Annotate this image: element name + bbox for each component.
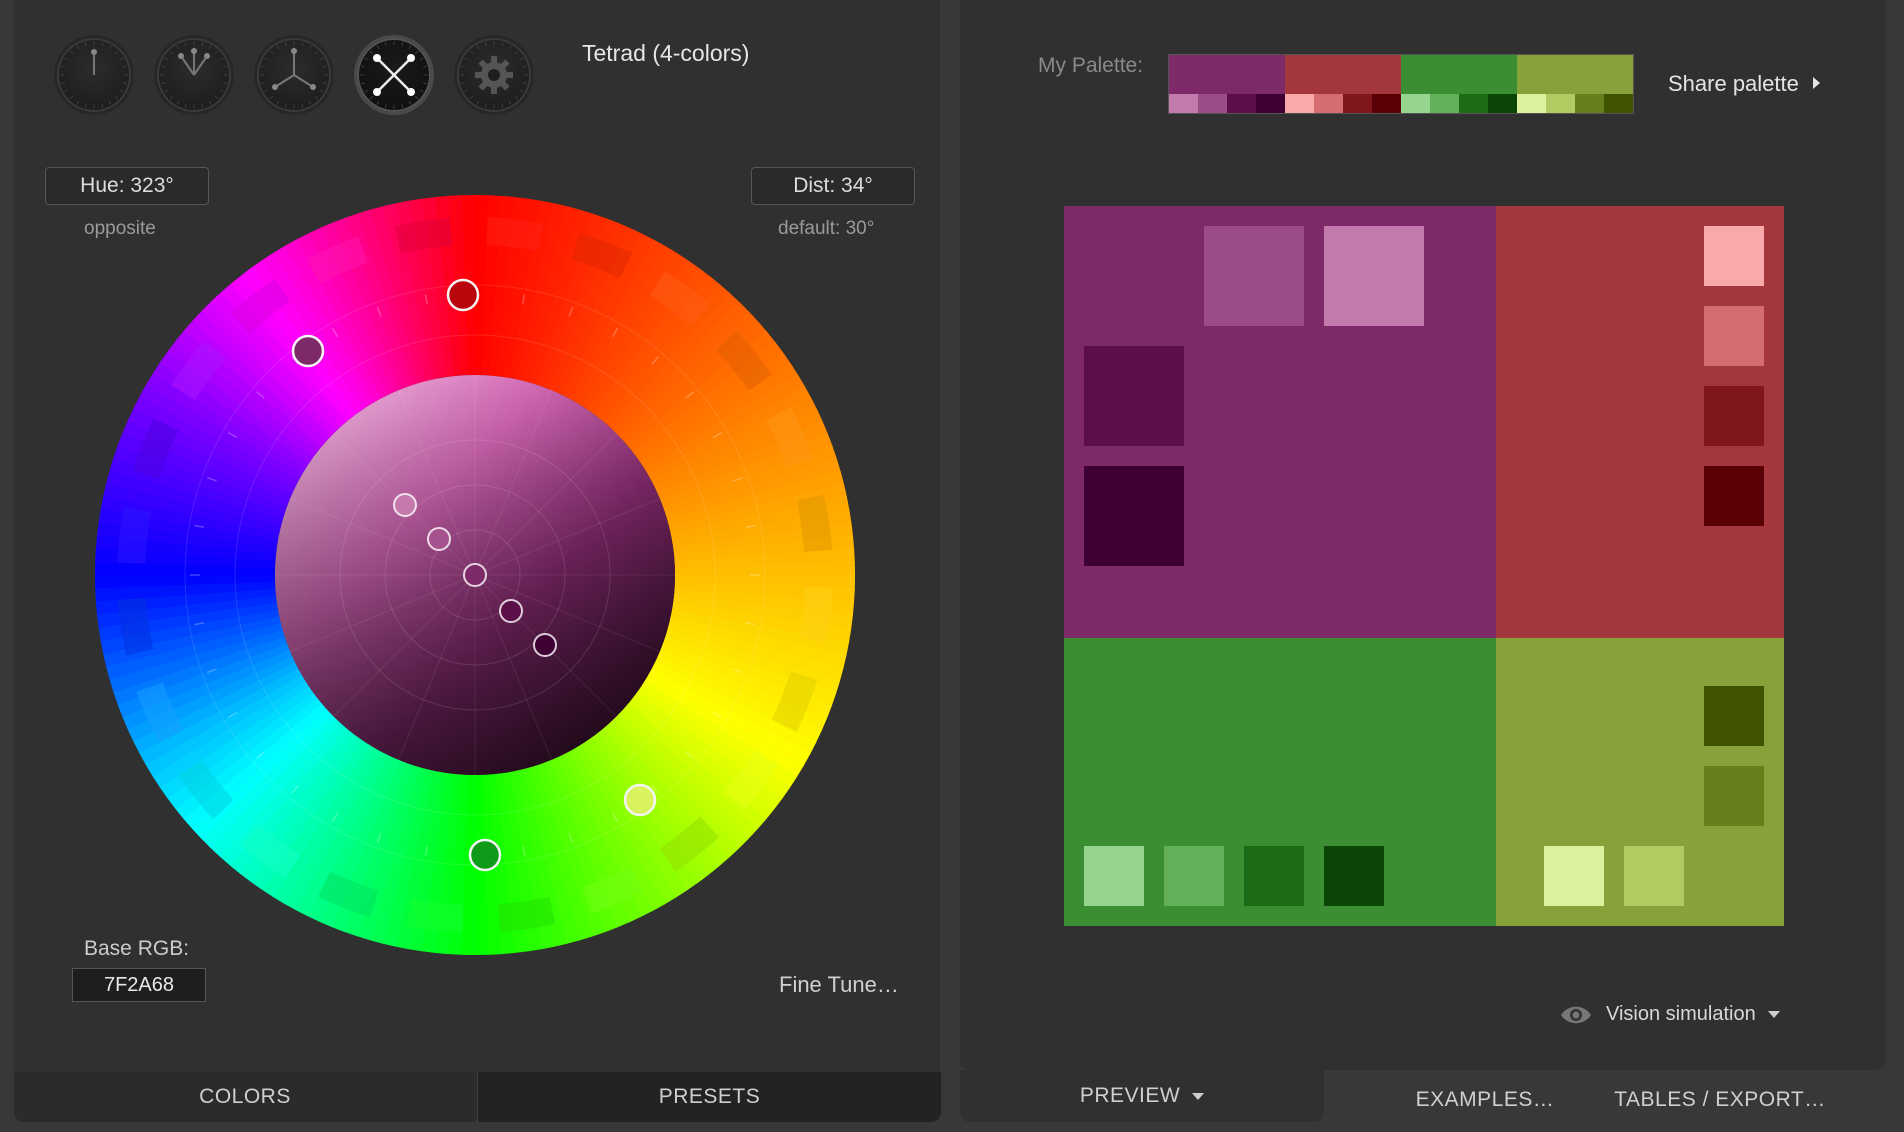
tetrad-mode-button[interactable] [357,38,431,112]
complement-icon [160,41,228,109]
tab-presets[interactable]: PRESETS [477,1072,941,1122]
preview-swatch [1704,686,1764,746]
color-wheel[interactable] [95,195,855,955]
hue-note: opposite [84,218,156,239]
palette-main-swatch[interactable] [1517,55,1633,94]
preview-swatch [1204,226,1304,326]
palette-shades [1169,94,1285,113]
preview-swatch [1084,846,1144,906]
palette-color-1[interactable] [1169,55,1285,113]
palette-shade-swatch[interactable] [1372,94,1401,113]
triad-icon [260,41,328,109]
palette-shade-swatch[interactable] [1314,94,1343,113]
palette-shades [1517,94,1633,113]
palette-shade-swatch[interactable] [1285,94,1314,113]
palette-shade-swatch[interactable] [1343,94,1372,113]
preview-swatch [1704,386,1764,446]
chevron-right-icon [1812,77,1820,89]
share-palette-label: Share palette [1668,71,1799,96]
hue-handle-red[interactable] [446,278,480,312]
hue-handle-green[interactable] [468,838,502,872]
preview-swatch [1084,346,1184,446]
palette-shade-swatch[interactable] [1227,94,1256,113]
hue-handle-base[interactable] [291,334,325,368]
base-rgb-label: Base RGB: [84,937,190,960]
tab-tables-export[interactable]: TABLES / EXPORT… [1600,1078,1840,1122]
mono-icon [60,41,128,109]
preview-swatch [1324,846,1384,906]
palette-preview [1064,206,1784,926]
scheme-title: Tetrad (4-colors) [582,40,750,66]
shade-handle-4[interactable] [533,633,557,657]
tab-presets-label: PRESETS [658,1085,761,1108]
complement-mode-button[interactable] [157,38,231,112]
dist-field[interactable]: Dist: 34° [751,167,915,205]
palette-shade-swatch[interactable] [1575,94,1604,113]
chevron-down-icon [1192,1092,1205,1100]
palette-shades [1285,94,1401,113]
hue-handle-yellowgreen[interactable] [623,783,657,817]
shade-handle-1[interactable] [393,493,417,517]
eye-icon [1561,1006,1591,1023]
tab-examples[interactable]: EXAMPLES… [1380,1078,1590,1122]
fine-tune-link[interactable]: Fine Tune… [779,972,899,997]
preview-swatch [1704,306,1764,366]
palette-main-swatch[interactable] [1169,55,1285,94]
palette-shade-swatch[interactable] [1459,94,1488,113]
base-rgb-input[interactable] [72,968,206,1002]
tab-preview-label: PREVIEW [1079,1084,1181,1107]
my-palette-label: My Palette: [1038,54,1144,77]
vision-simulation-label: Vision simulation [1606,1003,1756,1025]
palette-shade-swatch[interactable] [1169,94,1198,113]
preview-swatch [1084,466,1184,566]
preview-swatch [1704,466,1764,526]
palette-shade-swatch[interactable] [1401,94,1430,113]
tab-tables-label: TABLES / EXPORT… [1614,1088,1826,1111]
tab-colors[interactable]: COLORS [14,1072,476,1122]
triad-mode-button[interactable] [257,38,331,112]
palette-color-2[interactable] [1285,55,1401,113]
palette-shade-swatch[interactable] [1517,94,1546,113]
palette-shade-swatch[interactable] [1488,94,1517,113]
mono-mode-button[interactable] [57,38,131,112]
dist-note: default: 30° [778,218,875,239]
base-shade-handle[interactable] [463,563,487,587]
palette-shade-swatch[interactable] [1256,94,1285,113]
tetrad-icon [360,41,428,109]
palette-shade-swatch[interactable] [1430,94,1459,113]
palette-color-3[interactable] [1401,55,1517,113]
preview-swatch [1704,226,1764,286]
chevron-down-icon [1767,1011,1780,1018]
preview-swatch [1164,846,1224,906]
preview-swatch [1544,846,1604,906]
palette-shade-swatch[interactable] [1604,94,1633,113]
palette-color-4[interactable] [1517,55,1633,113]
tab-preview[interactable]: PREVIEW [960,1070,1324,1122]
tab-colors-label: COLORS [199,1085,291,1108]
preview-swatch [1324,226,1424,326]
share-palette-button[interactable]: Share palette [1668,71,1820,97]
free-mode-button[interactable] [457,38,531,112]
palette-main-swatch[interactable] [1401,55,1517,94]
gear-icon [460,41,528,109]
palette-main-swatch[interactable] [1285,55,1401,94]
preview-swatch [1244,846,1304,906]
tab-examples-label: EXAMPLES… [1415,1088,1555,1111]
preview-swatch [1704,766,1764,826]
vision-simulation-dropdown[interactable]: Vision simulation [1560,1003,1780,1026]
shade-handle-2[interactable] [427,527,451,551]
palette-shades [1401,94,1517,113]
shade-handle-3[interactable] [499,599,523,623]
palette-shade-swatch[interactable] [1198,94,1227,113]
palette-strip[interactable] [1169,55,1633,113]
preview-swatch [1624,846,1684,906]
hue-field[interactable]: Hue: 323° [45,167,209,205]
palette-shade-swatch[interactable] [1546,94,1575,113]
